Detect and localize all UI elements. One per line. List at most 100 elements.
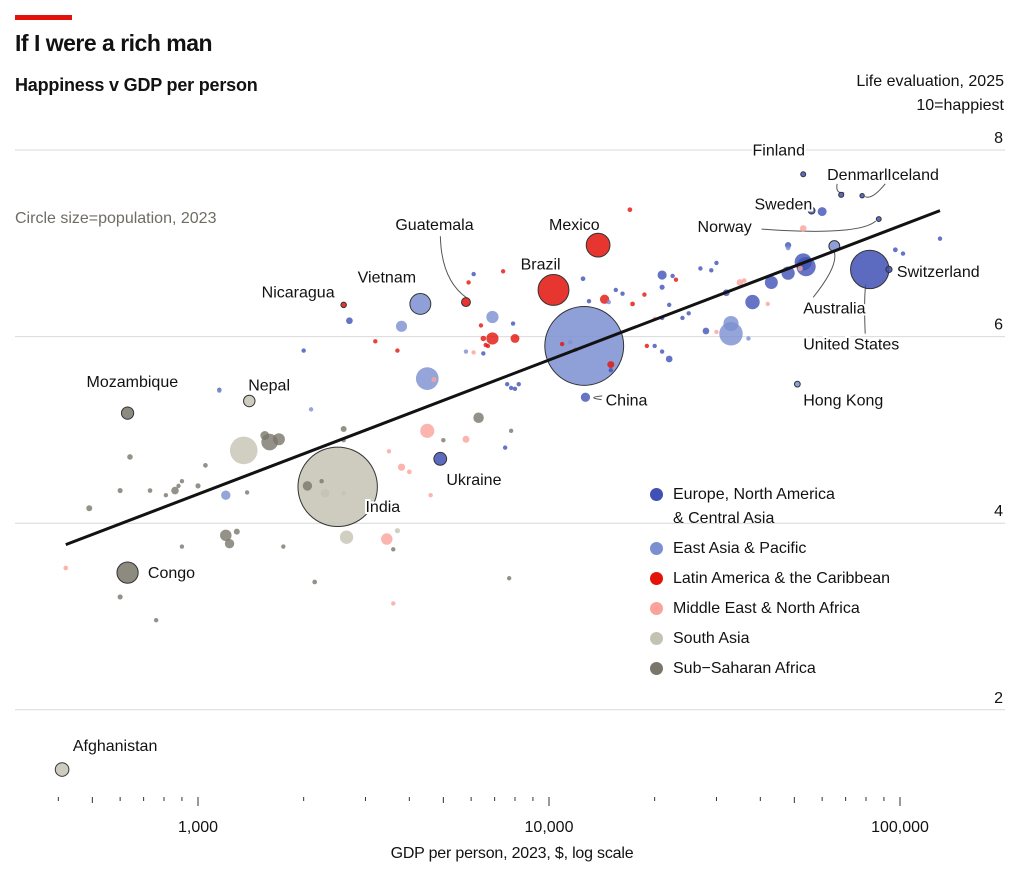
data-point[interactable] <box>203 463 208 468</box>
data-point[interactable] <box>420 423 435 438</box>
data-point[interactable] <box>892 247 898 253</box>
legend-item-eap[interactable]: East Asia & Pacific <box>650 537 890 561</box>
data-point[interactable] <box>481 351 486 356</box>
data-point[interactable] <box>608 367 614 373</box>
point-mexico[interactable]: Mexico <box>585 232 611 258</box>
data-point[interactable] <box>117 594 123 600</box>
data-point[interactable] <box>714 260 719 266</box>
legend-item-ssa[interactable]: Sub−Saharan Africa <box>650 657 890 681</box>
data-point[interactable] <box>86 505 93 512</box>
data-point[interactable] <box>900 251 906 256</box>
data-point[interactable] <box>381 533 393 545</box>
data-point[interactable] <box>308 407 314 412</box>
data-point[interactable] <box>117 487 123 494</box>
data-point[interactable] <box>568 339 573 345</box>
data-point[interactable] <box>714 329 719 335</box>
data-point[interactable] <box>229 436 258 465</box>
point-united-states[interactable]: United States <box>850 249 890 290</box>
data-point[interactable] <box>580 392 591 402</box>
data-point[interactable] <box>702 327 710 335</box>
data-point[interactable] <box>799 225 807 232</box>
data-point[interactable] <box>627 207 633 213</box>
data-point[interactable] <box>319 479 324 484</box>
data-point[interactable] <box>340 425 347 432</box>
data-point[interactable] <box>176 483 181 489</box>
data-point[interactable] <box>233 528 240 535</box>
data-point[interactable] <box>63 565 69 571</box>
data-point[interactable] <box>480 335 487 342</box>
point-brazil[interactable]: Brazil <box>537 274 570 306</box>
data-point[interactable] <box>613 287 619 293</box>
data-point[interactable] <box>765 301 770 307</box>
data-point[interactable] <box>431 376 437 383</box>
data-point[interactable] <box>510 334 520 343</box>
data-point[interactable] <box>652 343 657 349</box>
data-point[interactable] <box>709 268 714 273</box>
point-norway[interactable]: Norway <box>875 216 882 223</box>
data-point[interactable] <box>406 469 412 475</box>
data-point[interactable] <box>510 321 516 326</box>
data-point[interactable] <box>462 435 470 443</box>
data-point[interactable] <box>746 336 751 341</box>
data-point[interactable] <box>471 350 476 355</box>
data-point[interactable] <box>644 343 650 349</box>
data-point[interactable] <box>606 299 611 305</box>
data-point[interactable] <box>502 445 508 450</box>
data-point[interactable] <box>397 463 406 471</box>
data-point[interactable] <box>339 530 354 544</box>
point-denmark[interactable]: Denmark <box>838 191 845 198</box>
legend-item-sa[interactable]: South Asia <box>650 627 890 651</box>
legend-item-lac[interactable]: Latin America & the Caribbean <box>650 567 890 591</box>
data-point[interactable] <box>559 341 565 347</box>
data-point[interactable] <box>516 381 521 387</box>
data-point[interactable] <box>817 207 827 217</box>
point-ukraine[interactable]: Ukraine <box>433 451 448 466</box>
data-point[interactable] <box>224 539 235 549</box>
data-point[interactable] <box>147 488 153 493</box>
data-point[interactable] <box>386 449 392 454</box>
point-guatemala[interactable]: Guatemala <box>461 297 471 308</box>
point-nepal[interactable]: Nepal <box>243 394 256 408</box>
data-point[interactable] <box>179 479 185 484</box>
data-point[interactable] <box>221 490 231 500</box>
data-point[interactable] <box>312 579 318 585</box>
data-point[interactable] <box>415 367 439 390</box>
data-point[interactable] <box>486 332 499 345</box>
data-point[interactable] <box>260 431 270 440</box>
data-point[interactable] <box>179 544 185 549</box>
point-nicaragua[interactable]: Nicaragua <box>340 301 347 309</box>
point-congo[interactable]: Congo <box>116 561 139 584</box>
data-point[interactable] <box>586 298 592 304</box>
data-point[interactable] <box>500 269 506 274</box>
point-finland[interactable]: Finland <box>800 171 807 178</box>
data-point[interactable] <box>301 348 306 353</box>
point-india[interactable]: India <box>297 446 378 528</box>
data-point[interactable] <box>620 291 625 296</box>
data-point[interactable] <box>698 266 703 271</box>
data-point[interactable] <box>665 355 673 363</box>
data-point[interactable] <box>512 386 518 392</box>
data-point[interactable] <box>346 317 353 325</box>
data-point[interactable] <box>686 311 691 316</box>
data-point[interactable] <box>657 270 667 280</box>
data-point[interactable] <box>391 601 396 606</box>
data-point[interactable] <box>607 361 615 369</box>
data-point[interactable] <box>171 486 179 495</box>
point-mozambique[interactable]: Mozambique <box>120 406 135 420</box>
data-point[interactable] <box>659 349 665 354</box>
data-point[interactable] <box>580 276 586 282</box>
data-point[interactable] <box>163 493 169 498</box>
data-point[interactable] <box>659 284 665 290</box>
data-point[interactable] <box>483 342 488 348</box>
data-point[interactable] <box>508 385 514 391</box>
point-hong-kong[interactable]: Hong Kong <box>793 380 801 388</box>
data-point[interactable] <box>478 323 484 328</box>
point-switzerland[interactable]: Switzerland <box>885 265 893 274</box>
data-point[interactable] <box>244 490 250 495</box>
data-point[interactable] <box>506 576 512 581</box>
data-point[interactable] <box>320 489 330 498</box>
data-point[interactable] <box>395 348 400 353</box>
data-point[interactable] <box>471 271 476 277</box>
data-point[interactable] <box>785 245 791 251</box>
legend-item-eur[interactable]: Europe, North America & Central Asia <box>650 483 890 531</box>
